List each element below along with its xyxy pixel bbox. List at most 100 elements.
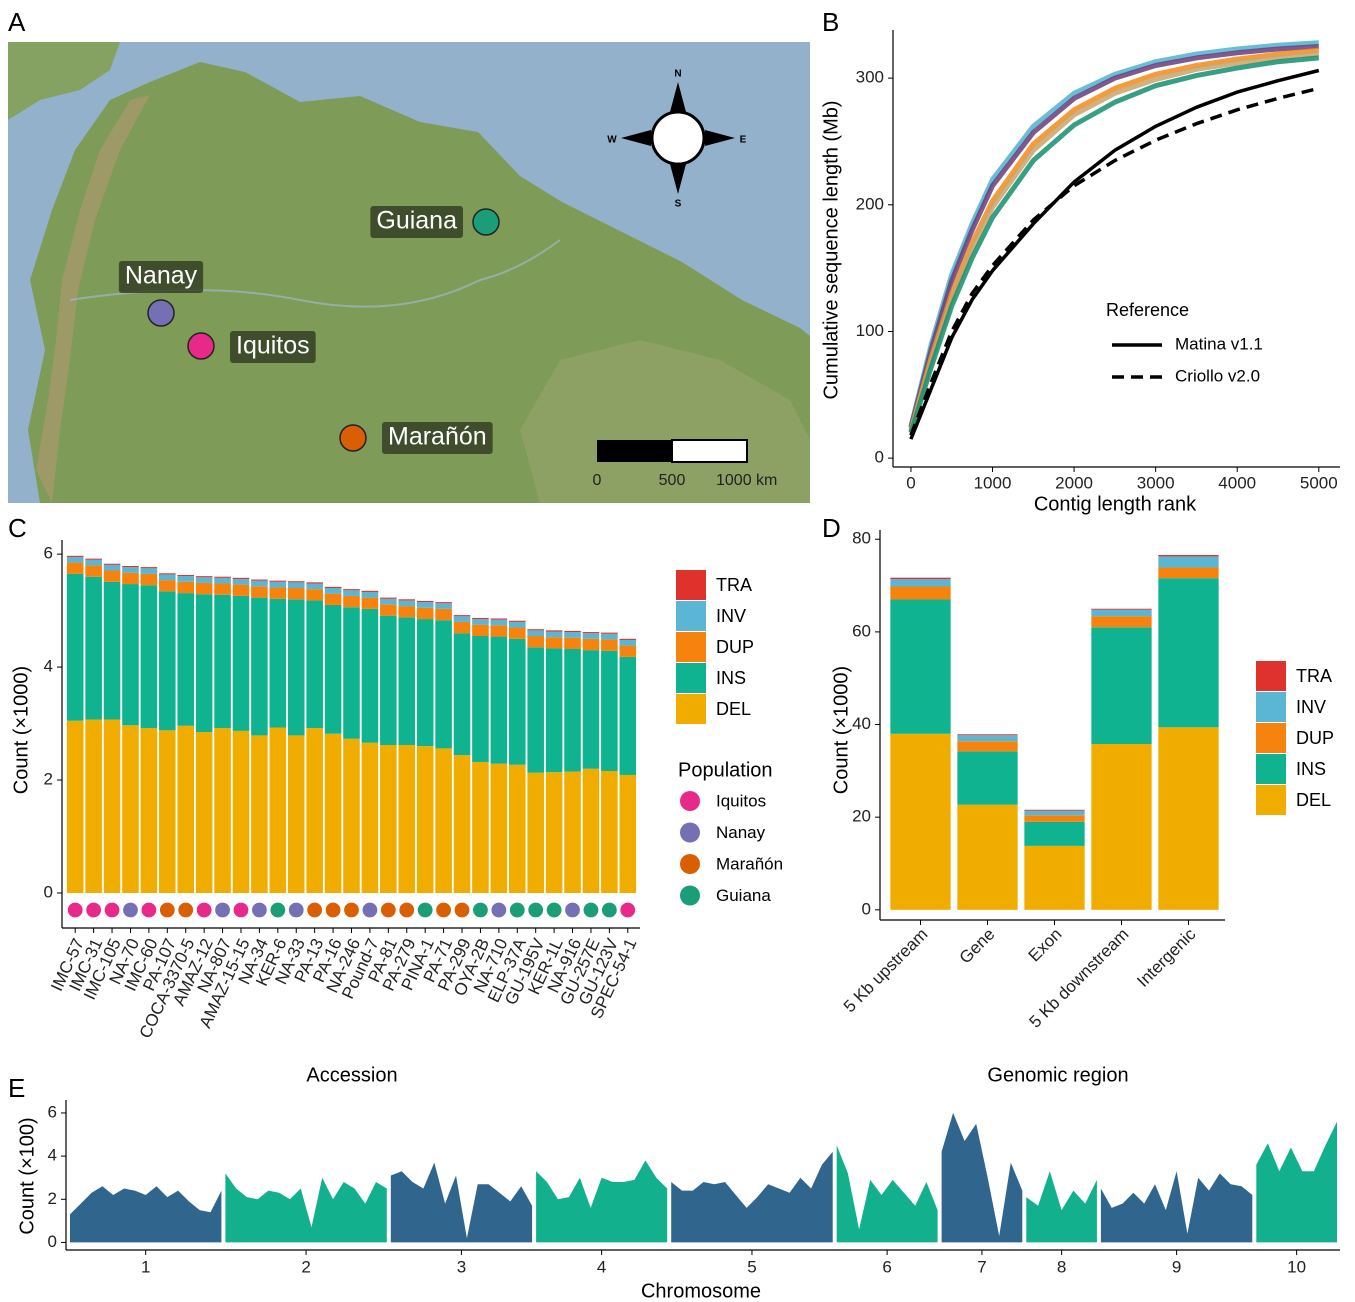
area: [671, 1152, 833, 1243]
legend-label: INV: [716, 606, 746, 626]
legend-label: Guiana: [716, 886, 771, 905]
bar-segment: [417, 608, 434, 619]
place-marker: [340, 425, 366, 451]
bar-segment: [601, 651, 618, 771]
x-tick-label: 2000: [1055, 473, 1093, 492]
bar-segment: [491, 764, 508, 893]
y-tick-label: 20: [852, 807, 871, 826]
y-tick-label: 40: [852, 714, 871, 733]
population-dot: [602, 902, 618, 918]
bar-segment: [362, 598, 379, 609]
bar-segment: [214, 595, 231, 728]
bar-segment: [122, 566, 139, 567]
bar-segment: [957, 751, 1017, 804]
scale-label: 500: [659, 472, 686, 489]
bar-segment: [343, 607, 360, 739]
bar-segment: [67, 574, 84, 721]
population-dot: [86, 902, 102, 918]
bar-segment: [454, 615, 471, 616]
population-dot: [620, 902, 636, 918]
y-tick-label: 0: [44, 882, 53, 901]
bar-segment: [288, 581, 305, 582]
area: [536, 1160, 667, 1242]
bar-segment: [85, 577, 102, 720]
bar-segment: [1024, 810, 1084, 811]
legend-label: TRA: [716, 575, 752, 595]
bar-segment: [288, 582, 305, 588]
bar-segment: [67, 721, 84, 893]
bar-segment: [417, 746, 434, 893]
bar-segment: [270, 587, 287, 598]
bar-segment: [454, 616, 471, 622]
population-dot: [436, 902, 452, 918]
legend-label: Iquitos: [716, 791, 766, 810]
bar-segment: [957, 735, 1017, 741]
bar-segment: [306, 728, 323, 893]
legend-dot: [680, 791, 700, 811]
bar-segment: [620, 657, 637, 775]
x-tick-label: 1000: [974, 473, 1012, 492]
x-tick-label: 3000: [1137, 473, 1175, 492]
population-dot: [215, 902, 231, 918]
x-tick-label: 5000: [1300, 473, 1338, 492]
x-tick-label: 1: [141, 1257, 150, 1276]
bar-segment: [233, 585, 250, 596]
legend-swatch: [1256, 785, 1286, 815]
bar-segment: [890, 734, 950, 910]
population-dot: [160, 902, 176, 918]
bar-segment: [1091, 744, 1151, 910]
x-tick-label: Exon: [1025, 925, 1066, 966]
bar-segment: [306, 600, 323, 728]
legend-title: Population: [678, 759, 773, 781]
bar-segment: [380, 745, 397, 893]
population-dot: [141, 902, 157, 918]
bar-segment: [85, 720, 102, 893]
y-tick-label: 0: [862, 899, 871, 918]
bar-segment: [1158, 578, 1218, 727]
y-axis-title: Count (×100): [16, 1117, 38, 1234]
y-tick-label: 6: [48, 1102, 57, 1121]
panel-label: E: [8, 1073, 25, 1103]
bar-segment: [122, 567, 139, 573]
bar-segment: [620, 646, 637, 657]
legend-label: DEL: [1296, 790, 1331, 810]
x-tick-label: 9: [1172, 1257, 1181, 1276]
x-axis-title: Chromosome: [641, 1280, 761, 1302]
bar-segment: [270, 599, 287, 728]
bar-segment: [325, 734, 342, 893]
population-dot: [362, 902, 378, 918]
population-dot: [565, 902, 581, 918]
population-dot: [123, 902, 139, 918]
x-tick-label: 2: [301, 1257, 310, 1276]
bar-segment: [251, 598, 268, 736]
legend-label: INV: [1296, 697, 1326, 717]
bar-segment: [620, 639, 637, 640]
bar-segment: [491, 619, 508, 620]
x-tick-label: 8: [1057, 1257, 1066, 1276]
legend-swatch: [1256, 754, 1286, 784]
bar-segment: [564, 772, 581, 893]
place-name: Nanay: [125, 262, 198, 290]
bar-segment: [159, 580, 176, 591]
bar-segment: [343, 589, 360, 590]
bar-segment: [122, 573, 139, 584]
bar-segment: [1158, 727, 1218, 909]
bar-segment: [620, 775, 637, 893]
population-dot: [325, 902, 341, 918]
bar-segment: [141, 567, 158, 568]
bar-segment: [435, 602, 452, 603]
bar-segment: [472, 625, 489, 636]
population-dot: [491, 902, 507, 918]
place-name: Guiana: [376, 207, 457, 235]
bar-segment: [233, 578, 250, 579]
bar-segment: [583, 632, 600, 633]
bar-segment: [509, 622, 526, 628]
bar-segment: [601, 771, 618, 893]
bar-segment: [435, 603, 452, 609]
place-label: Nanay: [119, 261, 203, 293]
compass-label: W: [607, 135, 617, 146]
panel-label: C: [8, 513, 27, 543]
area: [391, 1163, 532, 1243]
panel-label: B: [822, 7, 839, 37]
population-dot: [454, 902, 470, 918]
